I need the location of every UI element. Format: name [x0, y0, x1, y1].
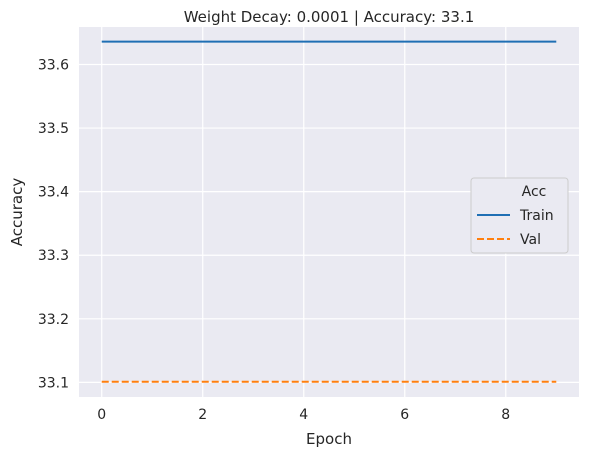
- series-layer: [101, 40, 557, 383]
- y-tick-label: 33.1: [38, 375, 69, 391]
- y-tick-label: 33.6: [38, 58, 69, 74]
- legend-title: Acc: [522, 184, 547, 200]
- x-tick-label: 0: [97, 407, 106, 423]
- y-tick-label: 33.4: [38, 185, 69, 201]
- legend-label-train: Train: [519, 208, 554, 224]
- data-point-val: [455, 381, 456, 382]
- x-tick-label: 6: [400, 407, 409, 423]
- data-point-train: [101, 41, 102, 42]
- legend-label-val: Val: [520, 232, 541, 248]
- x-tick-label: 4: [299, 407, 308, 423]
- y-tick-label: 33.5: [38, 121, 69, 137]
- chart-title: Weight Decay: 0.0001 | Accuracy: 33.1: [184, 8, 475, 26]
- legend-box: [470, 177, 569, 254]
- data-point-train: [202, 41, 203, 42]
- grid-lines: [79, 27, 579, 397]
- data-point-val: [202, 381, 203, 382]
- y-axis-label: Accuracy: [8, 178, 26, 247]
- data-point-train: [303, 41, 304, 42]
- data-point-val: [101, 381, 102, 382]
- data-point-val: [253, 381, 254, 382]
- x-axis-label: Epoch: [306, 430, 352, 448]
- data-point-train: [404, 41, 405, 42]
- data-point-val: [152, 381, 153, 382]
- y-tick-label: 33.2: [38, 312, 69, 328]
- legend: Acc Train Val: [470, 177, 569, 254]
- data-point-val: [505, 381, 506, 382]
- data-point-train: [455, 41, 456, 42]
- x-tick-label: 8: [501, 407, 510, 423]
- data-point-train: [354, 41, 355, 42]
- x-axis-ticks: 0 2 4 6 8: [97, 407, 510, 423]
- y-axis-ticks: 33.1 33.2 33.3 33.4 33.5 33.6: [38, 58, 69, 392]
- data-point-train: [253, 41, 254, 42]
- data-point-train: [505, 41, 506, 42]
- data-point-val: [404, 381, 405, 382]
- x-tick-label: 2: [198, 407, 207, 423]
- data-point-train: [556, 41, 557, 42]
- data-point-train: [152, 41, 153, 42]
- data-point-val: [303, 381, 304, 382]
- y-tick-label: 33.3: [38, 248, 69, 264]
- data-point-val: [354, 381, 355, 382]
- data-point-val: [556, 381, 557, 382]
